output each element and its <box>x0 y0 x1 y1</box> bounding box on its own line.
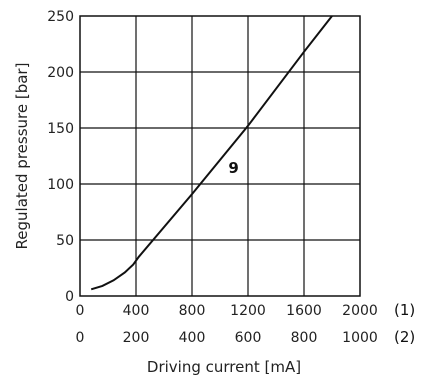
y-tick-label: 50 <box>56 233 74 249</box>
pressure-curve <box>90 15 333 291</box>
x-axis-2-tick-label: 0 <box>76 330 85 346</box>
x-axis-1-tick-label: 1200 <box>230 303 266 319</box>
curve-label: 9 <box>228 159 238 177</box>
x-axis-1-tick-label: 0 <box>76 303 85 319</box>
plot-frame <box>79 15 361 297</box>
x-axis-label: Driving current [mA] <box>147 358 301 376</box>
y-tick-label: 100 <box>47 177 74 193</box>
y-tick-label: 200 <box>47 65 74 81</box>
x-axis-2-tick-label: 400 <box>179 330 206 346</box>
tick-labels: 0 50 100 150 200 250 0 400 800 1200 1600 2000 0 200 40… <box>47 9 378 346</box>
y-axis-label: Regulated pressure [bar] <box>13 63 31 250</box>
x-axis-2-id-label: (2) <box>394 328 415 346</box>
x-axis-1-tick-label: 800 <box>179 303 206 319</box>
x-axis-1-tick-label: 2000 <box>342 303 378 319</box>
y-tick-label: 250 <box>47 9 74 25</box>
x-axis-2-tick-label: 200 <box>123 330 150 346</box>
grid <box>80 16 360 296</box>
x-axis-2-tick-label: 800 <box>291 330 318 346</box>
x-axis-1-tick-label: 400 <box>123 303 150 319</box>
y-tick-label: 0 <box>65 289 74 305</box>
x-axis-1-tick-label: 1600 <box>286 303 322 319</box>
x-axis-1-id-label: (1) <box>394 301 415 319</box>
y-tick-label: 150 <box>47 121 74 137</box>
x-axis-2-tick-label: 1000 <box>342 330 378 346</box>
x-axis-2-tick-label: 600 <box>235 330 262 346</box>
